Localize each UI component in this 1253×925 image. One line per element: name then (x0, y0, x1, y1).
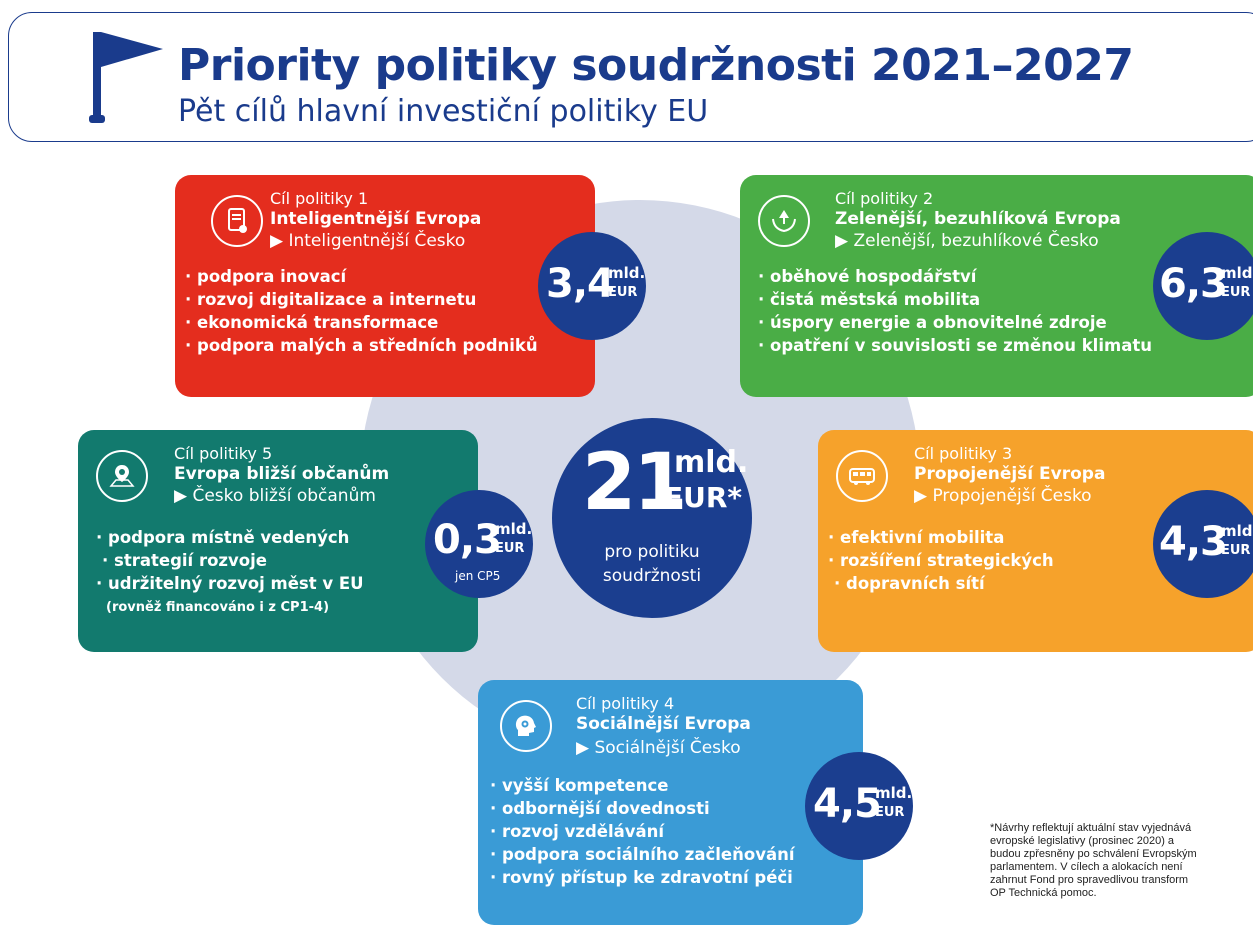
amount-unit: mld. (1221, 264, 1253, 282)
goal-name: Evropa bližší občanům (174, 464, 390, 484)
head-gear-icon (500, 700, 552, 752)
total-note: pro politiku soudržnosti (572, 540, 732, 588)
goal-cz: ▶ Propojenější Česko (914, 486, 1092, 506)
goal-items: oběhové hospodářství čistá městská mobil… (758, 265, 1152, 357)
list-item: podpora místně vedených (96, 526, 364, 549)
total-note-line1: pro politiku (604, 542, 700, 562)
amount-unit: mld. (1221, 522, 1253, 540)
list-item: efektivní mobilita (828, 526, 1054, 549)
list-item: podpora sociálního začleňování (490, 843, 794, 866)
goal-name: Sociálnější Evropa (576, 714, 751, 734)
goal-label: Cíl politiky 1 (270, 189, 369, 208)
list-item: podpora inovací (185, 265, 538, 288)
goal-cz: ▶ Zelenější, bezuhlíkové Česko (835, 231, 1099, 251)
amount-currency: EUR (1221, 543, 1251, 558)
amount-value: 3,4 (546, 261, 615, 307)
goal-label: Cíl politiky 2 (835, 189, 934, 208)
total-currency: EUR* (664, 481, 743, 514)
page-title: Priority politiky soudržnosti 2021–2027 (178, 40, 1134, 91)
list-item-text: strategií rozvoje (114, 551, 267, 570)
list-item: rozvoj digitalizace a internetu (185, 288, 538, 311)
goal-label: Cíl politiky 4 (576, 694, 675, 713)
list-item: ekonomická transformace (185, 311, 538, 334)
goal-card-5: Cíl politiky 5 Evropa bližší občanům ▶ Č… (78, 430, 478, 652)
list-item: úspory energie a obnovitelné zdroje (758, 311, 1152, 334)
amount-currency: EUR (1221, 285, 1251, 300)
list-item: opatření v souvislosti se změnou klimatu (758, 334, 1152, 357)
list-item: rozšíření strategických (828, 549, 1054, 572)
list-item: rovný přístup ke zdravotní péči (490, 866, 795, 889)
goal-items: efektivní mobilita rozšíření strategický… (828, 526, 1054, 595)
amount-value: 4,3 (1159, 519, 1228, 565)
amount-currency: EUR (608, 285, 638, 300)
goal-name: Propojenější Evropa (914, 464, 1106, 484)
amount-badge-5: 0,3 mld. EUR jen CP5 (425, 490, 533, 598)
amount-value: 6,3 (1159, 261, 1228, 307)
list-item-continued: dopravních sítí (828, 572, 1054, 595)
tablet-hand-icon (211, 195, 263, 247)
goal-name: Inteligentnější Evropa (270, 209, 482, 229)
goal-cz: ▶ Inteligentnější Česko (270, 231, 466, 251)
goal-cz: ▶ Česko bližší občanům (174, 486, 376, 506)
amount-unit: mld. (608, 264, 646, 282)
amount-currency: EUR (495, 541, 525, 556)
goal-name: Zelenější, bezuhlíková Evropa (835, 209, 1121, 229)
total-circle: 21 mld. EUR* pro politiku soudržnosti (552, 418, 752, 618)
amount-note: jen CP5 (455, 569, 501, 583)
header-box (8, 12, 1253, 142)
bus-icon (836, 450, 888, 502)
list-item: vyšší kompetence (490, 774, 795, 797)
page-subtitle: Pět cílů hlavní investiční politiky EU (178, 94, 709, 129)
list-item-text: dopravních sítí (846, 574, 985, 593)
amount-unit: mld. (875, 784, 913, 802)
list-item: odbornější dovednosti (490, 797, 795, 820)
amount-badge-2: 6,3 mld. EUR (1153, 232, 1253, 340)
amount-badge-4: 4,5 mld. EUR (805, 752, 913, 860)
goal-label: Cíl politiky 5 (174, 444, 273, 463)
flag-icon (89, 32, 163, 123)
goal-card-4: Cíl politiky 4 Sociálnější Evropa ▶ Soci… (478, 680, 863, 925)
amount-currency: EUR (875, 805, 905, 820)
amount-badge-3: 4,3 mld. EUR (1153, 490, 1253, 598)
list-item-continued: strategií rozvoje (96, 549, 364, 572)
list-item: rozvoj vzdělávání (490, 820, 795, 843)
goal-items: podpora místně vedených strategií rozvoj… (96, 526, 364, 595)
goal-items: podpora inovací rozvoj digitalizace a in… (185, 265, 538, 357)
map-pin-icon (96, 450, 148, 502)
amount-badge-1: 3,4 mld. EUR (538, 232, 646, 340)
amount-unit: mld. (495, 520, 533, 538)
list-item: oběhové hospodářství (758, 265, 1152, 288)
goal-label: Cíl politiky 3 (914, 444, 1013, 463)
total-value: 21 (582, 438, 688, 528)
goal-extra-note: (rovněž financováno i z CP1-4) (106, 600, 330, 615)
list-item: udržitelný rozvoj měst v EU (96, 572, 364, 595)
goal-card-3: Cíl politiky 3 Propojenější Evropa ▶ Pro… (818, 430, 1253, 652)
footnote: *Návrhy reflektují aktuální stav vyjedná… (990, 822, 1197, 899)
amount-value: 0,3 (433, 517, 502, 563)
total-note-line2: soudržnosti (602, 566, 702, 586)
list-item: podpora malých a středních podniků (185, 334, 538, 357)
tree-hands-icon (758, 195, 810, 247)
list-item: čistá městská mobilita (758, 288, 1152, 311)
amount-value: 4,5 (813, 781, 882, 827)
total-unit: mld. (674, 445, 749, 480)
goal-items: vyšší kompetence odbornější dovednosti r… (490, 774, 795, 889)
goal-cz: ▶ Sociálnější Česko (576, 738, 741, 758)
goal-card-1: Cíl politiky 1 Inteligentnější Evropa ▶ … (175, 175, 595, 397)
